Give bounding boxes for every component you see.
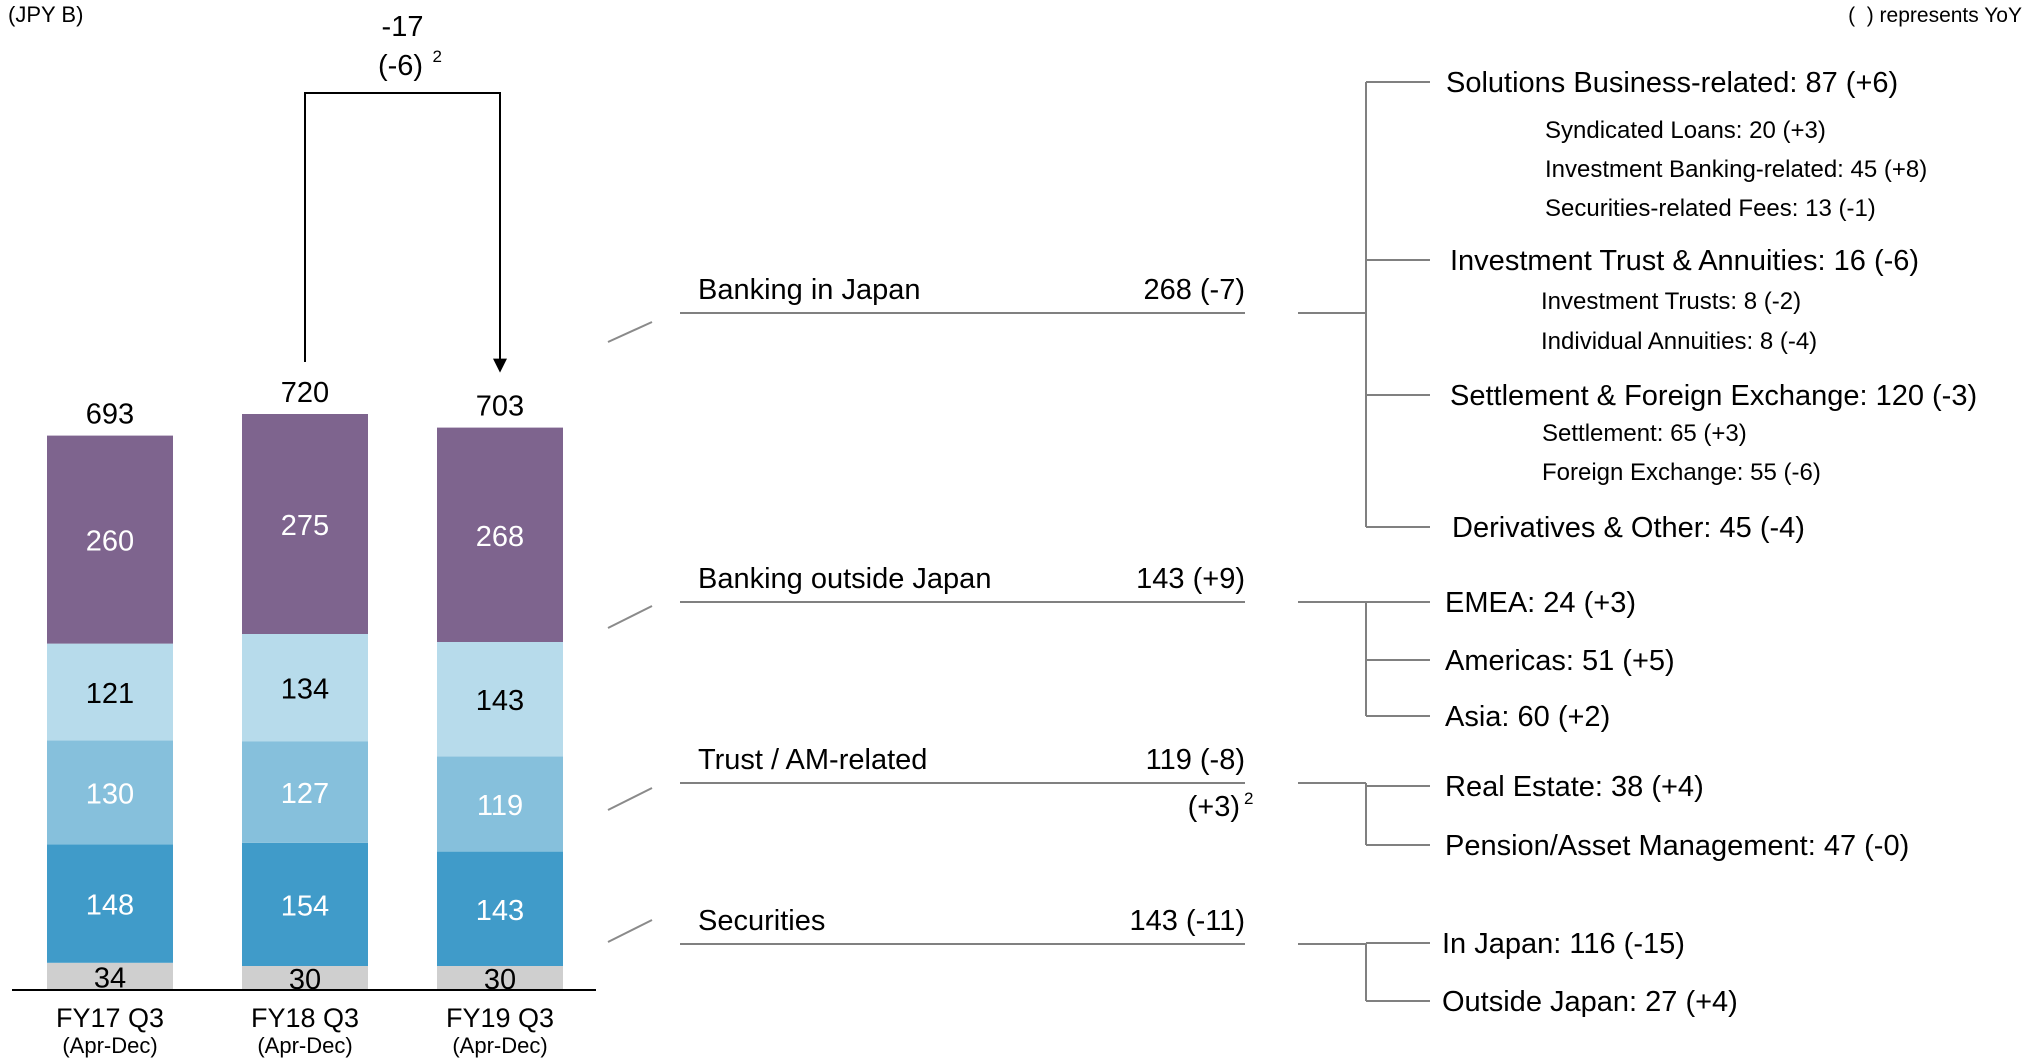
x-tick-sublabel-0: (Apr-Dec) (62, 1033, 157, 1058)
x-axis: FY17 Q3(Apr-Dec)FY18 Q3(Apr-Dec)FY19 Q3(… (12, 989, 596, 1058)
bar-segment-blue-1 (242, 842, 368, 966)
segment-name-2: Trust / AM-related (698, 744, 927, 776)
segment-note-sup-2: 2 (1244, 789, 1253, 808)
yoy-note: ( ) represents YoY (1848, 4, 2022, 27)
segment-name-1: Banking outside Japan (698, 563, 991, 595)
segment-pointer-3 (607, 919, 653, 943)
bar-segment-purple-1 (242, 414, 368, 634)
bar-label-blue-0: 148 (86, 890, 134, 922)
breakdown-subitem-0-1-1: Individual Annuities: 8 (-4) (1541, 328, 1817, 355)
bar-label-blue-1: 154 (281, 890, 329, 922)
bar-label-gray-2: 30 (484, 964, 516, 996)
segment-name-0: Banking in Japan (698, 274, 921, 306)
bar-label-gray-1: 30 (289, 964, 321, 996)
x-tick-sublabel-1: (Apr-Dec) (257, 1033, 352, 1058)
bar-label-purple-1: 275 (281, 510, 329, 542)
breakdown-item-2-1: Pension/Asset Management: 47 (-0) (1445, 830, 1909, 862)
breakdown-item-3-1: Outside Japan: 27 (+4) (1442, 986, 1738, 1018)
bar-segment-blue-2 (437, 851, 563, 966)
breakdown-subitem-0-0-1: Investment Banking-related: 45 (+8) (1545, 156, 1927, 183)
change-superscript: 2 (433, 47, 442, 66)
bar-segment-gray-1 (242, 966, 368, 990)
breakdown-item-0-1: Investment Trust & Annuities: 16 (-6) (1450, 245, 1919, 277)
breakdown-item-1-0: EMEA: 24 (+3) (1445, 587, 1636, 619)
bar-segment-lightblue-2 (437, 642, 563, 757)
segment-value-3: 143 (-11) (1129, 905, 1245, 937)
change-arrowhead (493, 358, 507, 373)
stacked-bars: 3414813012126069330154127134275720301431… (47, 377, 563, 996)
bar-segment-gray-2 (437, 966, 563, 990)
breakdown-subitem-0-1-0: Investment Trusts: 8 (-2) (1541, 288, 1801, 315)
change-sub-value: (-6) (378, 50, 423, 82)
change-annotation: -17 (-6) 2 (304, 11, 507, 373)
segment-value-1: 143 (+9) (1136, 563, 1245, 595)
bar-label-midblue-0: 130 (86, 778, 134, 810)
x-tick-label-0: FY17 Q3 (56, 1003, 164, 1033)
bar-label-purple-2: 268 (476, 521, 524, 553)
breakdown-item-2-0: Real Estate: 38 (+4) (1445, 771, 1704, 803)
change-bracket (304, 92, 501, 362)
segment-value-0: 268 (-7) (1143, 274, 1245, 306)
bar-segment-midblue-0 (47, 740, 173, 845)
segment-value-2: 119 (-8) (1146, 744, 1245, 776)
bar-label-blue-2: 143 (476, 895, 524, 927)
breakdown-subitem-0-2-0: Settlement: 65 (+3) (1542, 420, 1747, 447)
breakdown-item-0-3: Derivatives & Other: 45 (-4) (1452, 512, 1805, 544)
bar-total-2: 703 (476, 391, 524, 423)
segment-pointer-1 (607, 605, 653, 629)
bar-label-lightblue-0: 121 (86, 678, 134, 710)
breakdown-item-0-2: Settlement & Foreign Exchange: 120 (-3) (1450, 380, 1977, 412)
segment-pointer-0 (607, 321, 653, 343)
breakdown-item-1-2: Asia: 60 (+2) (1445, 701, 1610, 733)
bar-segment-purple-0 (47, 435, 173, 644)
unit-note: (JPY B) (8, 2, 83, 27)
bar-total-1: 720 (281, 377, 329, 409)
segment-note-2: (+3) (1188, 791, 1240, 823)
bar-total-0: 693 (86, 399, 134, 431)
bar-label-midblue-2: 119 (477, 790, 523, 822)
bar-label-purple-0: 260 (86, 526, 134, 558)
segment-breakdown: Banking in Japan 268 (-7) Solutions Busine… (607, 67, 1977, 1018)
bar-segment-lightblue-1 (242, 634, 368, 742)
breakdown-item-0-0: Solutions Business-related: 87 (+6) (1446, 67, 1898, 99)
bar-segment-lightblue-0 (47, 643, 173, 741)
segment-name-3: Securities (698, 905, 825, 937)
bar-segment-gray-0 (47, 962, 173, 990)
breakdown-subitem-0-2-1: Foreign Exchange: 55 (-6) (1542, 459, 1821, 486)
bar-segment-blue-0 (47, 844, 173, 963)
bar-label-lightblue-2: 143 (476, 685, 524, 717)
bar-label-midblue-1: 127 (281, 778, 329, 810)
change-value: -17 (382, 11, 424, 43)
breakdown-subitem-0-0-2: Securities-related Fees: 13 (-1) (1545, 195, 1876, 222)
segment-pointer-2 (607, 787, 653, 811)
breakdown-item-1-1: Americas: 51 (+5) (1445, 645, 1675, 677)
bar-segment-midblue-1 (242, 741, 368, 843)
breakdown-subitem-0-0-0: Syndicated Loans: 20 (+3) (1545, 117, 1826, 144)
x-tick-label-2: FY19 Q3 (446, 1003, 554, 1033)
bar-segment-midblue-2 (437, 756, 563, 852)
bar-segment-purple-2 (437, 427, 563, 642)
bar-label-lightblue-1: 134 (281, 674, 329, 706)
breakdown-item-3-0: In Japan: 116 (-15) (1442, 928, 1685, 960)
x-tick-sublabel-2: (Apr-Dec) (452, 1033, 547, 1058)
x-tick-label-1: FY18 Q3 (251, 1003, 359, 1033)
